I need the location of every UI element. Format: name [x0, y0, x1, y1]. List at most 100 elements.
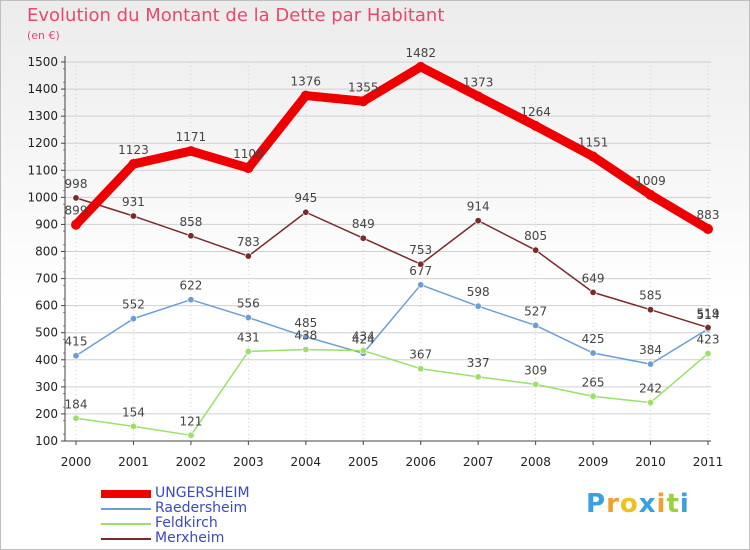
data-point-raedersheim — [129, 315, 137, 323]
x-tick-label: 2009 — [578, 455, 609, 469]
data-label-raedersheim: 622 — [179, 279, 202, 293]
data-point-feldkirch — [129, 422, 137, 430]
data-point-feldkirch — [359, 347, 367, 355]
x-tick-label: 2010 — [635, 455, 666, 469]
x-tick-label: 2003 — [233, 455, 264, 469]
y-tick-label: 1300 — [27, 109, 58, 123]
x-tick-label: 2005 — [348, 455, 379, 469]
data-label-raedersheim: 415 — [65, 335, 88, 349]
data-label-raedersheim: 598 — [467, 285, 490, 299]
data-point-ungersheim — [530, 120, 541, 131]
data-point-merxheim — [72, 194, 80, 202]
data-label-merxheim: 849 — [352, 217, 375, 231]
legend-swatch-ungersheim — [101, 490, 151, 498]
data-point-feldkirch — [72, 414, 80, 422]
data-label-merxheim: 649 — [582, 271, 605, 285]
data-label-feldkirch: 431 — [237, 330, 260, 344]
legend-label-merxheim: Merxheim — [155, 530, 225, 546]
data-label-ungersheim: 1373 — [463, 75, 494, 89]
data-point-merxheim — [359, 234, 367, 242]
y-tick-label: 1500 — [27, 55, 58, 69]
data-label-feldkirch: 434 — [352, 330, 375, 344]
data-point-merxheim — [589, 288, 597, 296]
data-point-raedersheim — [474, 302, 482, 310]
data-label-feldkirch: 184 — [65, 397, 88, 411]
data-point-merxheim — [647, 306, 655, 314]
data-label-feldkirch: 367 — [409, 348, 432, 362]
data-point-feldkirch — [244, 347, 252, 355]
y-tick-label: 1100 — [27, 163, 58, 177]
data-point-feldkirch — [589, 392, 597, 400]
logo-letter: i — [679, 489, 690, 519]
data-label-merxheim: 914 — [467, 200, 490, 214]
data-point-ungersheim — [703, 224, 713, 235]
data-label-feldkirch: 154 — [122, 405, 145, 419]
y-tick-label: 500 — [35, 326, 58, 340]
y-tick-label: 300 — [35, 380, 58, 394]
data-label-feldkirch: 242 — [639, 382, 662, 396]
data-point-ungersheim — [300, 90, 311, 101]
data-point-raedersheim — [187, 296, 195, 304]
data-label-merxheim: 931 — [122, 195, 145, 209]
data-point-raedersheim — [72, 352, 80, 360]
data-label-raedersheim: 677 — [409, 264, 432, 278]
series-line-feldkirch — [75, 348, 709, 437]
data-point-merxheim — [474, 217, 482, 225]
data-point-raedersheim — [532, 321, 540, 329]
data-label-ungersheim: 899 — [65, 204, 88, 218]
legend-item-raedersheim: Raedersheim — [101, 500, 341, 516]
data-label-ungersheim: 1123 — [118, 143, 149, 157]
data-point-ungersheim — [243, 163, 254, 174]
legend-swatch-merxheim — [101, 538, 151, 540]
data-point-feldkirch — [647, 399, 655, 407]
y-tick-label: 900 — [35, 217, 58, 231]
data-point-ungersheim — [71, 219, 81, 230]
logo-letter: r — [606, 489, 620, 519]
data-point-feldkirch — [532, 380, 540, 388]
logo-letter: x — [638, 489, 657, 519]
series-line-raedersheim — [75, 284, 709, 365]
data-label-ungersheim: 1171 — [176, 130, 207, 144]
data-label-raedersheim: 425 — [582, 332, 605, 346]
legend: UNGERSHEIM Raedersheim Feldkirch Merxhei… — [101, 485, 341, 546]
y-tick-label: 800 — [35, 245, 58, 259]
data-label-raedersheim: 384 — [639, 343, 662, 357]
x-tick-label: 2011 — [693, 455, 724, 469]
series-line-merxheim — [75, 197, 709, 329]
proxiti-logo: Proxiti — [586, 489, 690, 519]
y-tick-label: 400 — [35, 353, 58, 367]
x-tick-label: 2008 — [520, 455, 551, 469]
legend-swatch-raedersheim — [101, 508, 151, 510]
data-label-ungersheim: 1355 — [348, 80, 379, 94]
data-label-feldkirch: 337 — [467, 356, 490, 370]
data-point-ungersheim — [645, 189, 656, 200]
y-tick-label: 1000 — [27, 190, 58, 204]
logo-letter: o — [619, 489, 639, 519]
data-point-ungersheim — [473, 91, 484, 102]
data-label-feldkirch: 121 — [179, 414, 202, 428]
data-point-feldkirch — [302, 345, 310, 353]
data-point-raedersheim — [302, 333, 310, 341]
legend-item-merxheim: Merxheim — [101, 530, 341, 546]
data-label-feldkirch: 438 — [294, 328, 317, 342]
data-point-merxheim — [417, 260, 425, 268]
data-label-raedersheim: 556 — [237, 297, 260, 311]
data-label-merxheim: 783 — [237, 235, 260, 249]
logo-letter: P — [586, 489, 607, 519]
data-label-ungersheim: 883 — [697, 208, 720, 222]
data-label-raedersheim: 552 — [122, 298, 145, 312]
legend-item-ungersheim: UNGERSHEIM — [101, 485, 341, 501]
data-label-merxheim: 945 — [294, 191, 317, 205]
data-point-feldkirch — [474, 373, 482, 381]
data-label-ungersheim: 1151 — [578, 135, 609, 149]
data-point-raedersheim — [589, 349, 597, 357]
data-label-raedersheim: 527 — [524, 304, 547, 318]
y-tick-label: 700 — [35, 272, 58, 286]
y-tick-label: 1400 — [27, 82, 58, 96]
x-tick-label: 2004 — [291, 455, 322, 469]
data-point-merxheim — [302, 208, 310, 216]
data-label-ungersheim: 1264 — [520, 105, 551, 119]
x-tick-label: 2002 — [176, 455, 207, 469]
data-point-feldkirch — [187, 431, 195, 439]
